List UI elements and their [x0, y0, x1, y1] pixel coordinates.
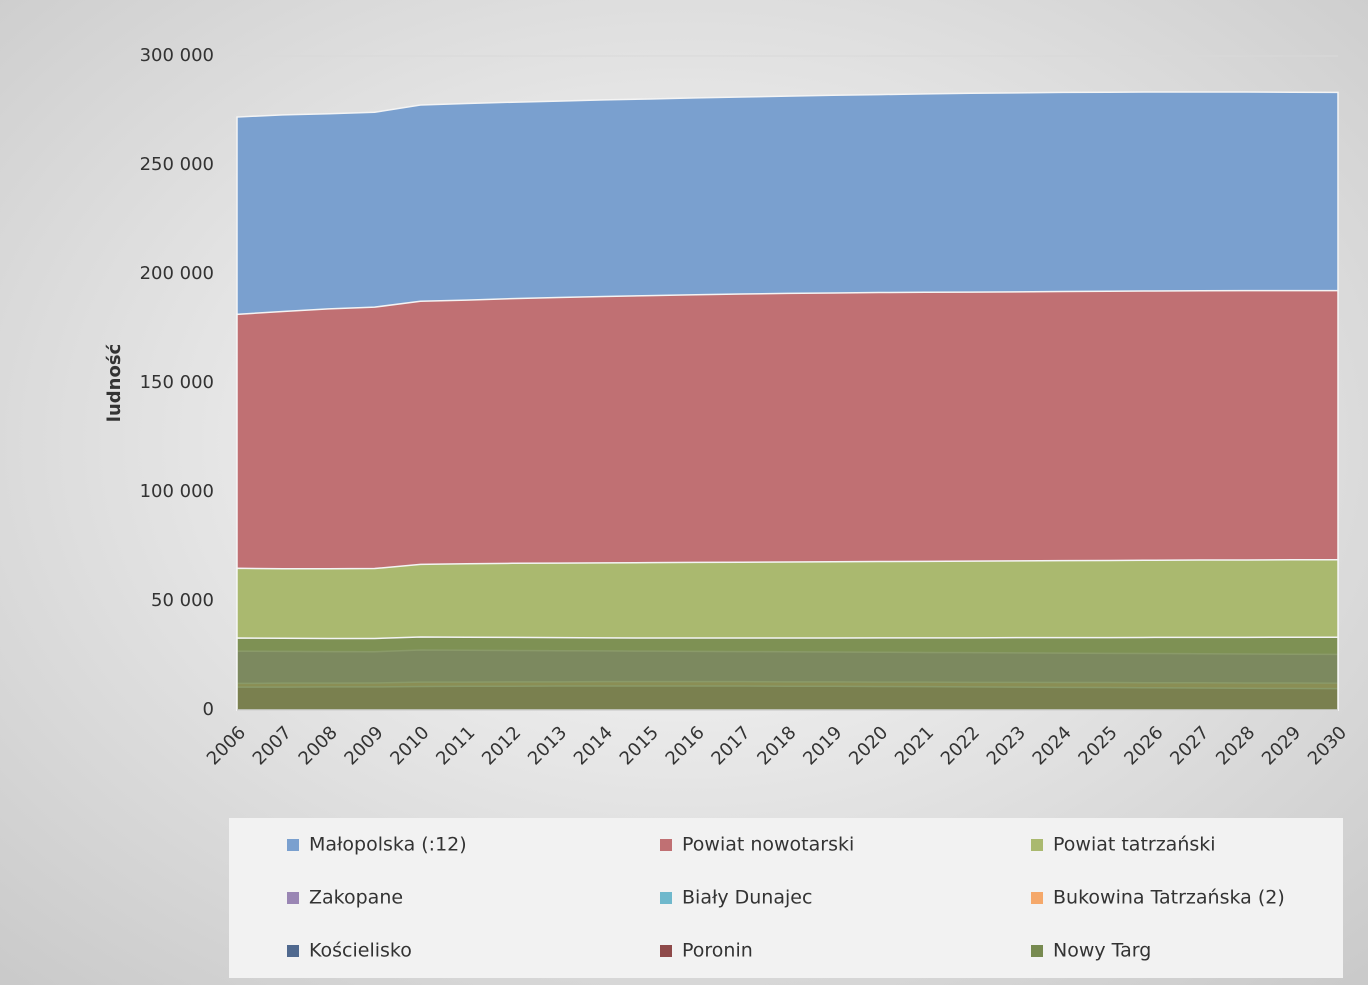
legend-label: Nowy Targ: [1053, 940, 1151, 962]
y-tick-label: 200 000: [140, 263, 214, 284]
legend-swatch: [1031, 892, 1043, 904]
y-tick-label: 250 000: [140, 154, 214, 175]
legend-label: Małopolska (:12): [309, 834, 467, 856]
legend-swatch: [1031, 945, 1043, 957]
legend-box: [229, 818, 1343, 978]
legend-swatch: [287, 839, 299, 851]
y-tick-label: 300 000: [140, 45, 214, 66]
legend-swatch: [660, 945, 672, 957]
legend-swatch: [287, 892, 299, 904]
legend-label: Kościelisko: [309, 940, 412, 962]
legend-swatch: [660, 892, 672, 904]
legend-label: Powiat tatrzański: [1053, 834, 1216, 856]
y-tick-label: 150 000: [140, 372, 214, 393]
y-tick-label: 100 000: [140, 481, 214, 502]
legend-swatch: [1031, 839, 1043, 851]
y-tick-label: 0: [203, 699, 214, 720]
y-tick-label: 50 000: [151, 590, 214, 611]
legend-swatch: [287, 945, 299, 957]
y-axis-title: ludność: [104, 343, 125, 422]
legend-label: Biały Dunajec: [682, 887, 812, 909]
area: [236, 636, 1339, 711]
legend-label: Poronin: [682, 940, 753, 962]
legend-label: Powiat nowotarski: [682, 834, 854, 856]
legend-label: Zakopane: [309, 887, 403, 909]
legend-swatch: [660, 839, 672, 851]
legend-label: Bukowina Tatrzańska (2): [1053, 887, 1285, 909]
